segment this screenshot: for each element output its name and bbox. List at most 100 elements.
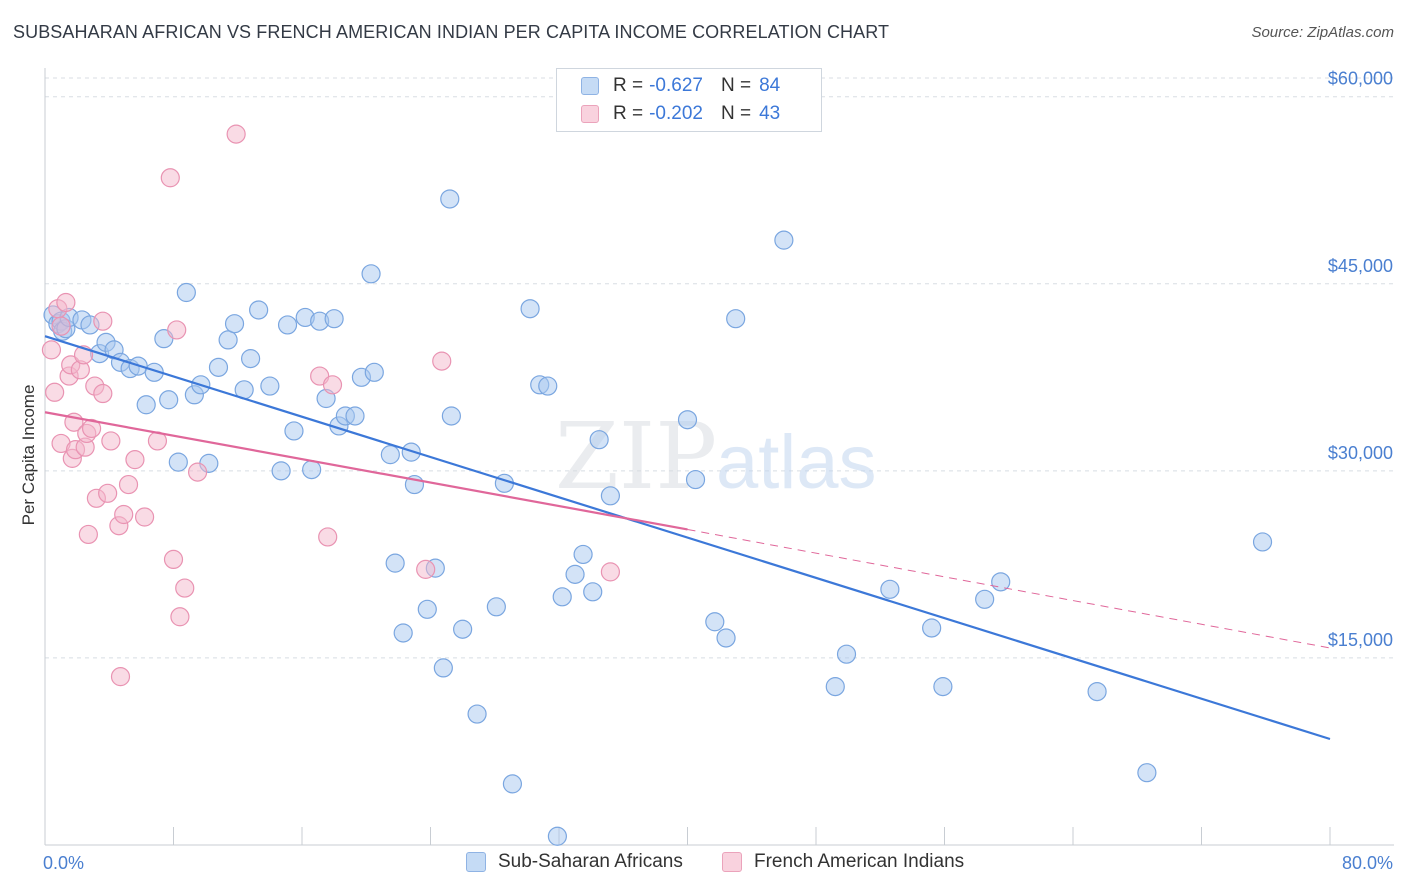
legend-swatch-pink (722, 852, 742, 872)
chart-title: SUBSAHARAN AFRICAN VS FRENCH AMERICAN IN… (13, 22, 890, 42)
y-tick-label: $15,000 (1328, 630, 1393, 650)
point-sub-saharan-africans (502, 774, 523, 794)
point-sub-saharan-africans (467, 704, 487, 724)
point-french-american-indians (98, 483, 118, 503)
point-french-american-indians (432, 351, 452, 371)
point-french-american-indians (110, 667, 131, 687)
series-french-american-indians (41, 124, 621, 687)
x-tick-label-end: 80.0% (1342, 853, 1393, 873)
point-french-american-indians (78, 524, 98, 545)
point-sub-saharan-africans (224, 314, 245, 334)
point-sub-saharan-africans (975, 589, 995, 609)
point-sub-saharan-africans (345, 406, 365, 426)
point-sub-saharan-africans (573, 544, 593, 565)
legend-row-pink: R = -0.202 N = 43 (581, 101, 780, 127)
point-french-american-indians (318, 527, 338, 547)
trend-line-sub-saharan-africans (44, 335, 1331, 741)
point-french-american-indians (226, 124, 246, 144)
legend-swatch-blue (466, 852, 486, 872)
point-sub-saharan-africans (433, 658, 453, 678)
point-sub-saharan-africans (271, 461, 291, 481)
point-sub-saharan-africans (933, 677, 953, 697)
point-french-american-indians (125, 450, 145, 470)
point-french-american-indians (45, 382, 65, 402)
point-sub-saharan-africans (453, 619, 473, 639)
point-sub-saharan-africans (486, 597, 506, 617)
point-sub-saharan-africans (1252, 532, 1273, 552)
legend-r-label: R = (613, 103, 644, 124)
point-sub-saharan-africans (677, 410, 698, 430)
trend-line-extension-french-american-indians (687, 528, 1331, 649)
point-french-american-indians (163, 549, 184, 570)
point-french-american-indians (51, 316, 71, 336)
point-sub-saharan-africans (393, 623, 413, 643)
point-sub-saharan-africans (218, 330, 238, 350)
x-tick-labels: 0.0% 80.0% (43, 853, 1393, 873)
point-french-american-indians (170, 607, 190, 627)
x-tick-label-start: 0.0% (43, 853, 84, 873)
legend-label: Sub-Saharan Africans (498, 851, 683, 872)
point-sub-saharan-africans (583, 582, 603, 602)
legend-n-label: N = (720, 103, 752, 124)
y-tick-label: $45,000 (1328, 256, 1393, 276)
point-sub-saharan-africans (836, 644, 857, 664)
series-sub-saharan-africans (43, 189, 1273, 846)
point-french-american-indians (167, 320, 187, 340)
point-sub-saharan-africans (385, 553, 405, 573)
y-tick-label: $60,000 (1328, 69, 1393, 89)
point-french-american-indians (160, 168, 180, 188)
y-tick-labels: $15,000 $30,000 $45,000 $60,000 (1328, 69, 1393, 650)
point-french-american-indians (93, 383, 113, 404)
point-sub-saharan-africans (1137, 763, 1157, 783)
point-sub-saharan-africans (547, 826, 567, 846)
y-axis-title: Per Capita Income (19, 385, 38, 526)
point-french-american-indians (600, 562, 621, 582)
watermark-atlas: atlas (716, 420, 877, 505)
trend-line-french-american-indians (44, 411, 688, 531)
point-french-american-indians (175, 578, 195, 598)
point-french-american-indians (56, 292, 76, 313)
point-sub-saharan-africans (380, 445, 400, 465)
point-sub-saharan-africans (726, 309, 746, 329)
legend-row-blue: R = -0.627 N = 84 (581, 73, 780, 99)
legend-r-value: -0.202 (649, 103, 703, 124)
point-sub-saharan-africans (880, 579, 900, 599)
point-sub-saharan-africans (249, 300, 269, 320)
point-sub-saharan-africans (284, 421, 304, 441)
point-sub-saharan-africans (159, 390, 179, 410)
point-french-american-indians (416, 559, 436, 579)
point-sub-saharan-africans (440, 189, 460, 209)
point-sub-saharan-africans (417, 599, 437, 619)
point-sub-saharan-africans (277, 315, 298, 335)
point-sub-saharan-africans (922, 618, 942, 638)
legend-r-value: -0.627 (649, 75, 703, 96)
legend-swatch-pink (581, 105, 599, 123)
grid-lines (45, 77, 1394, 659)
point-french-american-indians (187, 462, 208, 482)
point-sub-saharan-africans (260, 376, 280, 396)
legend-item-sub-saharan-africans[interactable]: Sub-Saharan Africans (466, 851, 683, 873)
point-sub-saharan-africans (1087, 681, 1107, 702)
point-sub-saharan-africans (600, 486, 621, 506)
point-sub-saharan-africans (589, 430, 609, 450)
series-legend: Sub-Saharan Africans French American Ind… (0, 851, 1406, 877)
point-french-american-indians (114, 504, 134, 525)
point-sub-saharan-africans (441, 406, 461, 426)
legend-n-label: N = (720, 75, 752, 96)
point-sub-saharan-africans (361, 264, 381, 284)
point-sub-saharan-africans (494, 473, 514, 493)
point-sub-saharan-africans (168, 452, 188, 472)
point-sub-saharan-africans (136, 395, 156, 415)
point-sub-saharan-africans (520, 299, 540, 319)
point-sub-saharan-africans (705, 612, 725, 632)
legend-item-french-american-indians[interactable]: French American Indians (722, 851, 964, 873)
point-sub-saharan-africans (825, 677, 845, 697)
trend-lines (44, 335, 1331, 741)
legend-swatch-blue (581, 77, 599, 95)
point-sub-saharan-africans (208, 357, 229, 377)
point-sub-saharan-africans (324, 309, 344, 329)
point-sub-saharan-africans (401, 442, 421, 462)
point-sub-saharan-africans (565, 564, 585, 584)
legend-n-value: 43 (759, 103, 781, 124)
